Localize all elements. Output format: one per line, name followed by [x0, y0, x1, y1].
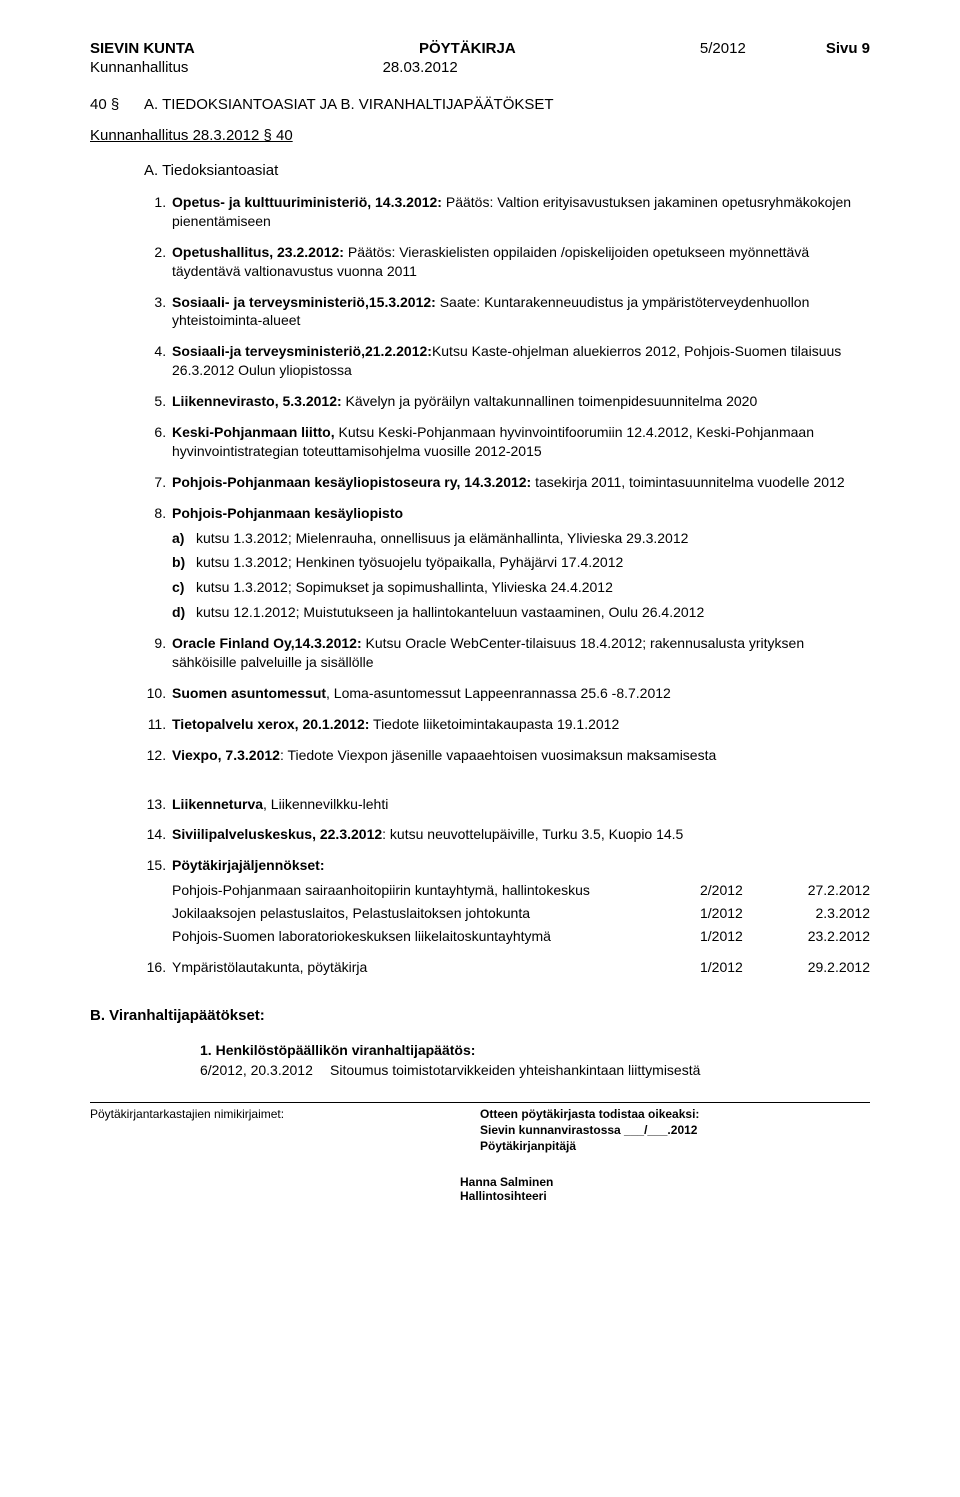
- list-item: Siviilipalveluskeskus, 22.3.2012: kutsu …: [170, 825, 870, 844]
- part-a-heading: A. Tiedoksiantoasiat: [144, 162, 870, 179]
- part-a-list: Opetus- ja kulttuuriministeriö, 14.3.201…: [170, 193, 870, 977]
- sublist: a)kutsu 1.3.2012; Mielenrauha, onnellisu…: [172, 529, 870, 623]
- b-list-item: 1. Henkilöstöpäällikön viranhaltijapäätö…: [200, 1042, 870, 1078]
- list-item: Keski-Pohjanmaan liitto, Kutsu Keski-Poh…: [170, 423, 870, 461]
- footer-left: Pöytäkirjantarkastajien nimikirjaimet:: [90, 1107, 480, 1155]
- list-item: Sosiaali-ja terveysministeriö,21.2.2012:…: [170, 342, 870, 380]
- list-item: Opetus- ja kulttuuriministeriö, 14.3.201…: [170, 193, 870, 231]
- table-row: Ympäristölautakunta, pöytäkirja1/201229.…: [172, 958, 870, 977]
- page-label: Sivu 9: [826, 40, 870, 57]
- footer-right: Otteen pöytäkirjasta todistaa oikeaksi: …: [480, 1107, 870, 1155]
- page-subheader: Kunnanhallitus 28.03.2012: [90, 59, 870, 76]
- list-item: Pöytäkirjajäljennökset: Pohjois-Pohjanma…: [170, 856, 870, 946]
- list-item: Ympäristölautakunta, pöytäkirja1/201229.…: [170, 958, 870, 977]
- sublist-item: d)kutsu 12.1.2012; Muistutukseen ja hall…: [172, 603, 870, 622]
- table-row: Jokilaaksojen pelastuslaitos, Pelastusla…: [172, 904, 870, 923]
- section-number: 40 §: [90, 96, 144, 113]
- section-title-text: A. TIEDOKSIANTOASIAT JA B. VIRANHALTIJAP…: [144, 96, 870, 113]
- list-item: Opetushallitus, 23.2.2012: Päätös: Viera…: [170, 243, 870, 281]
- table-row: Pohjois-Suomen laboratoriokeskuksen liik…: [172, 927, 870, 946]
- sublist-item: a)kutsu 1.3.2012; Mielenrauha, onnellisu…: [172, 529, 870, 548]
- list-item: Suomen asuntomessut, Loma-asuntomessut L…: [170, 684, 870, 703]
- doc-number: 5/2012: [700, 40, 826, 57]
- org-name: SIEVIN KUNTA: [90, 40, 195, 57]
- list-item: Pohjois-Pohjanmaan kesäyliopisto a)kutsu…: [170, 504, 870, 622]
- list-item: Liikenneturva, Liikennevilkku-lehti: [170, 795, 870, 814]
- page-header: SIEVIN KUNTA PÖYTÄKIRJA 5/2012 Sivu 9: [90, 40, 870, 57]
- section-title: 40 § A. TIEDOKSIANTOASIAT JA B. VIRANHAL…: [90, 96, 870, 113]
- header-date: 28.03.2012: [383, 59, 458, 76]
- list-item: Viexpo, 7.3.2012: Tiedote Viexpon jäseni…: [170, 746, 870, 765]
- list-item: Pohjois-Pohjanmaan kesäyliopistoseura ry…: [170, 473, 870, 492]
- signature-block: Hanna Salminen Hallintosihteeri: [460, 1175, 870, 1203]
- sub-org: Kunnanhallitus: [90, 59, 188, 76]
- doc-type: PÖYTÄKIRJA: [195, 40, 700, 57]
- list-item: Sosiaali- ja terveysministeriö,15.3.2012…: [170, 293, 870, 331]
- minutes-table: Pohjois-Pohjanmaan sairaanhoitopiirin ku…: [172, 881, 870, 946]
- part-b-list: 1. Henkilöstöpäällikön viranhaltijapäätö…: [200, 1042, 870, 1078]
- table-row: Pohjois-Pohjanmaan sairaanhoitopiirin ku…: [172, 881, 870, 900]
- list-item: Oracle Finland Oy,14.3.2012: Kutsu Oracl…: [170, 634, 870, 672]
- page-footer: Pöytäkirjantarkastajien nimikirjaimet: O…: [90, 1102, 870, 1155]
- sublist-item: c)kutsu 1.3.2012; Sopimukset ja sopimush…: [172, 578, 870, 597]
- section-ref: Kunnanhallitus 28.3.2012 § 40: [90, 127, 870, 144]
- sublist-item: b)kutsu 1.3.2012; Henkinen työsuojelu ty…: [172, 553, 870, 572]
- part-b-heading: B. Viranhaltijapäätökset:: [90, 1007, 870, 1024]
- list-item: Liikennevirasto, 5.3.2012: Kävelyn ja py…: [170, 392, 870, 411]
- list-item: Tietopalvelu xerox, 20.1.2012: Tiedote l…: [170, 715, 870, 734]
